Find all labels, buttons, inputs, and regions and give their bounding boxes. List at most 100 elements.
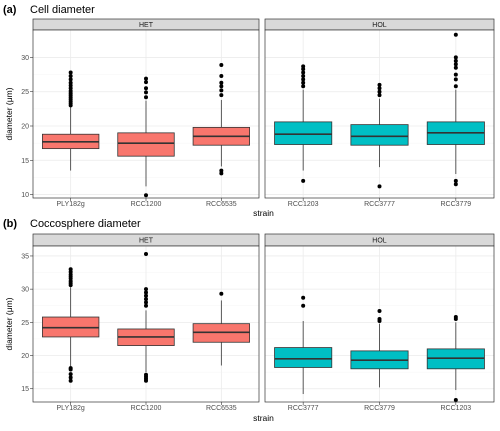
- outlier-point: [377, 184, 382, 189]
- outlier-point: [68, 378, 73, 383]
- outlier-point: [68, 375, 73, 380]
- outlier-point: [453, 62, 458, 67]
- facet-strip-label: HOL: [372, 22, 387, 29]
- box-rcc3777: [350, 82, 409, 189]
- outlier-point: [144, 287, 148, 292]
- box-body: [350, 124, 409, 146]
- outlier-point: [144, 76, 148, 81]
- outlier-point: [144, 297, 148, 302]
- outlier-point: [144, 300, 148, 305]
- outlier-point: [301, 67, 306, 72]
- outlier-point: [68, 86, 73, 91]
- outlier-point: [301, 80, 306, 85]
- outlier-point: [301, 77, 306, 82]
- outlier-point: [68, 267, 73, 272]
- outlier-point: [144, 90, 148, 95]
- y-tick-label: 30: [21, 287, 29, 294]
- y-tick-label: 20: [21, 353, 29, 360]
- panel-title: Cell diameter: [30, 4, 95, 16]
- outlier-point: [301, 84, 306, 89]
- box-rcc1200: [117, 76, 175, 198]
- outlier-point: [144, 372, 148, 377]
- x-tick-label: RCC3777: [364, 201, 395, 208]
- outlier-point: [453, 32, 458, 37]
- outlier-point: [68, 366, 73, 371]
- outlier-point: [219, 88, 224, 93]
- box-body: [274, 121, 333, 145]
- outlier-point: [144, 290, 148, 295]
- outlier-point: [68, 73, 73, 78]
- outlier-point: [68, 80, 73, 85]
- y-tick-label: 25: [21, 89, 29, 96]
- y-axis-title: diameter (μm): [4, 87, 14, 140]
- outlier-point: [453, 178, 458, 183]
- y-tick-label: 15: [21, 386, 29, 393]
- outlier-point: [453, 65, 458, 70]
- outlier-point: [68, 70, 73, 75]
- outlier-point: [377, 317, 382, 322]
- panel-tag: (b): [3, 218, 17, 230]
- outlier-point: [144, 193, 148, 198]
- x-tick-label: PLY182g: [57, 201, 85, 208]
- outlier-point: [144, 80, 148, 85]
- outlier-point: [453, 77, 458, 82]
- outlier-point: [219, 291, 224, 296]
- x-tick-label: RCC3779: [364, 405, 395, 412]
- facet-het: HET PLY182g RCC1200 RCC6535: [32, 233, 260, 412]
- outlier-point: [219, 168, 224, 173]
- x-tick-label: RCC3779: [440, 201, 471, 208]
- outlier-point: [301, 178, 306, 183]
- outlier-point: [219, 84, 224, 89]
- outlier-point: [453, 315, 458, 320]
- outlier-point: [377, 93, 382, 98]
- facet-hol: HOL RCC3777 RCC3779 RCC1203: [264, 233, 495, 412]
- x-tick-label: RCC6535: [206, 201, 237, 208]
- panel-title: Coccosphere diameter: [30, 218, 141, 230]
- chart-panel-b: (b) Coccosphere diameter diameter (μm) 15 20…: [3, 218, 495, 423]
- box-body: [274, 347, 333, 368]
- facet-border: [32, 245, 260, 403]
- outlier-point: [68, 77, 73, 82]
- box-rcc3779: [350, 309, 409, 388]
- outlier-point: [68, 89, 73, 94]
- facet-border: [32, 29, 260, 199]
- outlier-point: [301, 70, 306, 75]
- facet-strip-label: HET: [139, 22, 154, 29]
- x-tick-label: RCC6535: [206, 405, 237, 412]
- outlier-point: [453, 398, 458, 403]
- box-body: [117, 132, 175, 157]
- x-tick-label: RCC1200: [131, 201, 162, 208]
- y-tick-label: 20: [21, 124, 29, 131]
- outlier-point: [301, 64, 306, 69]
- outlier-point: [301, 303, 306, 308]
- outlier-point: [219, 80, 224, 85]
- box-rcc6535: [192, 291, 250, 366]
- facet-strip-label: HOL: [372, 238, 387, 245]
- box-rcc6535: [192, 62, 250, 176]
- y-tick-label: 15: [21, 158, 29, 165]
- x-tick-label: PLY182g: [57, 405, 85, 412]
- y-tick-label: 35: [21, 253, 29, 260]
- outlier-point: [219, 171, 224, 176]
- box-rcc3779: [426, 32, 485, 187]
- outlier-point: [453, 182, 458, 187]
- outlier-point: [144, 86, 148, 91]
- outlier-point: [219, 73, 224, 78]
- x-axis-title: strain: [253, 413, 274, 423]
- outlier-point: [377, 86, 382, 91]
- y-tick-label: 10: [21, 192, 29, 199]
- y-tick-label: 25: [21, 320, 29, 327]
- outlier-point: [453, 55, 458, 60]
- outlier-point: [377, 309, 382, 314]
- facet-het: HET PLY182g RCC1200 RCC6535: [32, 18, 260, 208]
- facet-border: [264, 29, 495, 199]
- outlier-point: [144, 95, 148, 100]
- outlier-point: [144, 251, 148, 256]
- x-tick-label: RCC1203: [288, 201, 319, 208]
- box-rcc1203: [274, 64, 333, 183]
- x-tick-label: RCC1200: [131, 405, 162, 412]
- outlier-point: [219, 62, 224, 67]
- box-ply182g: [42, 70, 100, 171]
